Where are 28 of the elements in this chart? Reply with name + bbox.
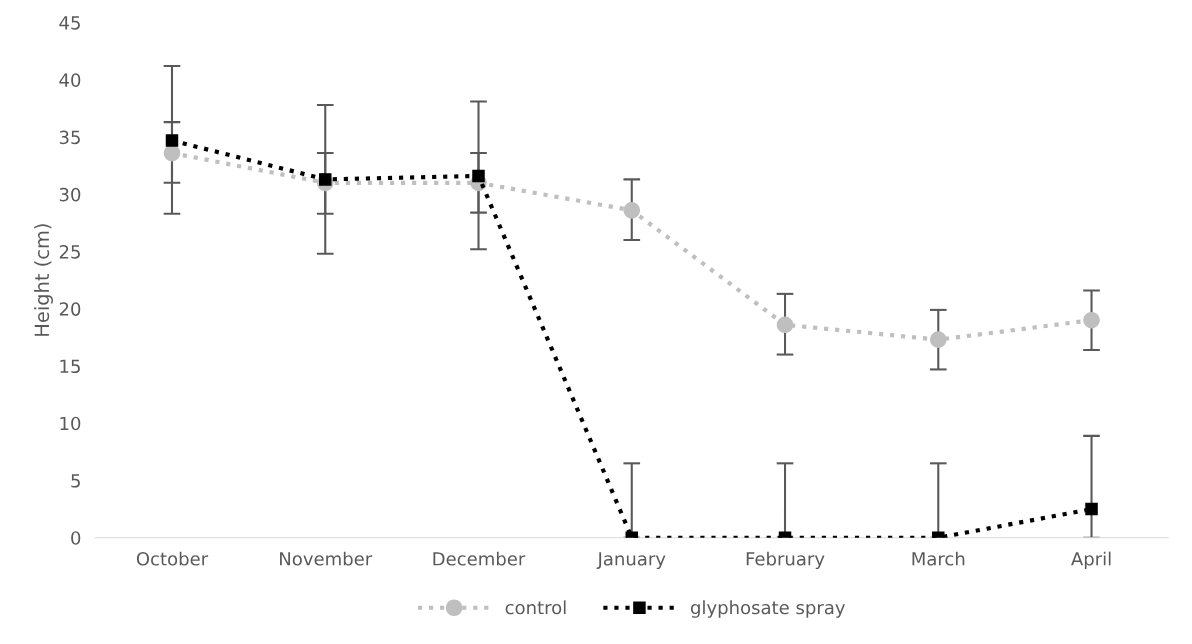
x-tick-label: October <box>136 551 209 566</box>
y-tick-label: 45 <box>59 16 80 30</box>
y-tick-label: 40 <box>59 73 81 87</box>
y-tick-label: 15 <box>60 359 80 374</box>
y-tick-label: 5 <box>71 474 80 488</box>
legend-label: glyphosate spray <box>690 600 846 618</box>
y-tick-label: 30 <box>59 187 81 202</box>
x-tick-label: April <box>1071 551 1111 570</box>
x-tick-label: February <box>746 551 825 570</box>
x-tick-label: November <box>280 551 373 566</box>
y-tick-label: 10 <box>60 416 81 431</box>
y-tick-label: 35 <box>59 130 80 145</box>
y-tick-label: 25 <box>59 244 80 259</box>
point <box>472 169 485 183</box>
point <box>318 173 332 186</box>
point <box>1083 311 1100 329</box>
y-tick-label: 20 <box>59 302 81 316</box>
legend-label: control <box>505 600 566 615</box>
point <box>776 316 794 334</box>
point <box>623 201 641 219</box>
point <box>165 134 179 147</box>
x-tick-label: January <box>596 552 666 570</box>
y-tick-label: 0 <box>71 531 81 545</box>
y-axis-title: Height (cm) <box>34 224 53 336</box>
point <box>163 144 181 162</box>
x-tick-label: December <box>433 551 526 566</box>
point <box>929 331 947 349</box>
x-tick-label: March <box>912 551 965 566</box>
